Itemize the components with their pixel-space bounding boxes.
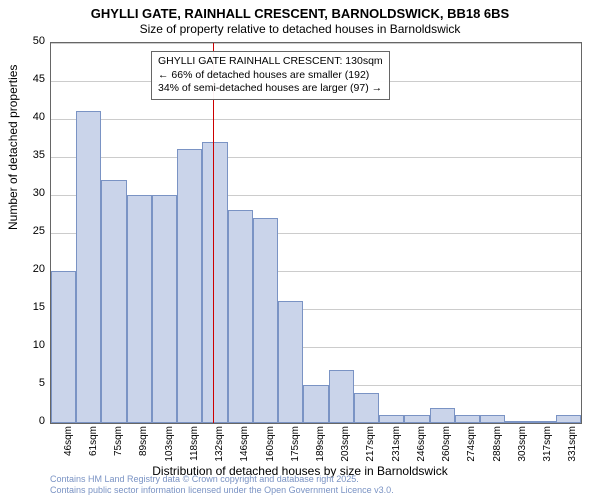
histogram-bar: [253, 218, 278, 423]
histogram-bar: [76, 111, 101, 423]
y-axis-label: Number of detached properties: [6, 65, 20, 230]
ytick-label: 45: [5, 73, 45, 85]
plot-area: GHYLLI GATE RAINHALL CRESCENT: 130sqm← 6…: [50, 42, 582, 424]
xtick-label: 317sqm: [542, 426, 553, 486]
gridline: [51, 119, 581, 120]
chart-title-sub: Size of property relative to detached ho…: [0, 22, 600, 36]
chart-title-main: GHYLLI GATE, RAINHALL CRESCENT, BARNOLDS…: [0, 6, 600, 21]
gridline: [51, 157, 581, 158]
histogram-bar: [202, 142, 227, 423]
xtick-label: 203sqm: [340, 426, 351, 486]
xtick-label: 160sqm: [265, 426, 276, 486]
ytick-label: 25: [5, 225, 45, 237]
info-box-line: 34% of semi-detached houses are larger (…: [158, 82, 383, 96]
ytick-label: 0: [5, 415, 45, 427]
histogram-bar: [329, 370, 354, 423]
ytick-label: 50: [5, 35, 45, 47]
xtick-label: 89sqm: [138, 426, 149, 486]
gridline: [51, 43, 581, 44]
ytick-label: 30: [5, 187, 45, 199]
histogram-bar: [278, 301, 303, 423]
chart-container: GHYLLI GATE, RAINHALL CRESCENT, BARNOLDS…: [0, 0, 600, 500]
histogram-bar: [228, 210, 253, 423]
ytick-label: 35: [5, 149, 45, 161]
reference-line: [213, 43, 214, 423]
xtick-label: 260sqm: [441, 426, 452, 486]
histogram-bar: [404, 415, 429, 423]
histogram-bar: [303, 385, 328, 423]
xtick-label: 175sqm: [290, 426, 301, 486]
ytick-label: 10: [5, 339, 45, 351]
xtick-label: 118sqm: [189, 426, 200, 486]
ytick-label: 15: [5, 301, 45, 313]
histogram-bar: [177, 149, 202, 423]
xtick-label: 246sqm: [416, 426, 427, 486]
histogram-bar: [480, 415, 505, 423]
histogram-bar: [430, 408, 455, 423]
histogram-bar: [51, 271, 76, 423]
xtick-label: 288sqm: [492, 426, 503, 486]
info-box: GHYLLI GATE RAINHALL CRESCENT: 130sqm← 6…: [151, 51, 390, 100]
xtick-label: 146sqm: [239, 426, 250, 486]
xtick-label: 331sqm: [567, 426, 578, 486]
xtick-label: 217sqm: [365, 426, 376, 486]
histogram-bar: [101, 180, 126, 423]
xtick-label: 61sqm: [88, 426, 99, 486]
histogram-bar: [152, 195, 177, 423]
xtick-label: 189sqm: [315, 426, 326, 486]
xtick-label: 231sqm: [391, 426, 402, 486]
ytick-label: 20: [5, 263, 45, 275]
histogram-bar: [354, 393, 379, 423]
xtick-label: 103sqm: [164, 426, 175, 486]
xtick-label: 132sqm: [214, 426, 225, 486]
histogram-bar: [127, 195, 152, 423]
ytick-label: 40: [5, 111, 45, 123]
info-box-line: ← 66% of detached houses are smaller (19…: [158, 69, 383, 83]
histogram-bar: [531, 421, 556, 423]
xtick-label: 75sqm: [113, 426, 124, 486]
xtick-label: 46sqm: [63, 426, 74, 486]
histogram-bar: [379, 415, 404, 423]
info-box-line: GHYLLI GATE RAINHALL CRESCENT: 130sqm: [158, 55, 383, 69]
histogram-bar: [556, 415, 581, 423]
attribution-line2: Contains public sector information licen…: [50, 485, 394, 496]
xtick-label: 303sqm: [517, 426, 528, 486]
histogram-bar: [455, 415, 480, 423]
histogram-bar: [505, 421, 530, 423]
xtick-label: 274sqm: [466, 426, 477, 486]
ytick-label: 5: [5, 377, 45, 389]
